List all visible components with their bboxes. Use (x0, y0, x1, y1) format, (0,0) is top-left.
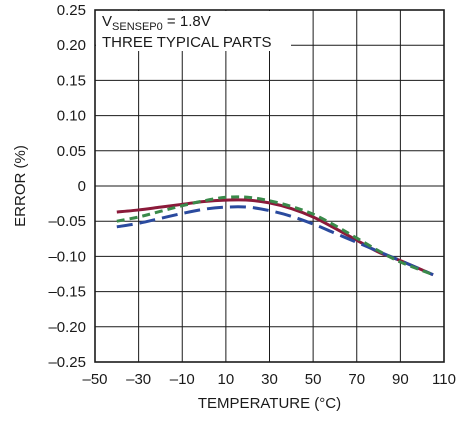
grid-lines (94, 9, 445, 363)
y-tick-label: –0.20 (48, 319, 86, 336)
annotation-background (96, 11, 291, 51)
x-tick-label: 90 (392, 371, 409, 388)
y-tick-label: –0.15 (48, 284, 86, 301)
x-axis-title: TEMPERATURE (°C) (198, 395, 341, 412)
annotation-v-main: V (102, 13, 112, 30)
y-tick-label: 0.10 (57, 108, 86, 125)
x-tick-label: 30 (261, 371, 278, 388)
y-axis-title: ERROR (%) (12, 145, 29, 227)
annotation-subscript: SENSEP0 (112, 21, 163, 33)
x-tick-label: –50 (82, 371, 107, 388)
y-tick-label: 0.25 (57, 2, 86, 19)
x-tick-labels: –50 –30 –10 10 30 50 70 90 110 (82, 371, 455, 388)
annotation-parts-label: THREE TYPICAL PARTS (102, 34, 272, 51)
y-tick-labels: 0.25 0.20 0.15 0.10 0.05 0 –0.05 –0.10 –0.15 –0.2… (48, 2, 86, 371)
y-tick-label: –0.25 (48, 354, 86, 371)
series-line-2 (116, 205, 434, 277)
x-tick-label: 110 (432, 371, 456, 388)
x-tick-label: –30 (126, 371, 151, 388)
x-tick-label: 10 (218, 371, 235, 388)
annotation-vsense-label: VSENSEP0 = 1.8V (102, 13, 211, 33)
y-tick-label: –0.10 (48, 248, 86, 265)
y-tick-label: 0.20 (57, 37, 86, 54)
x-tick-label: 70 (348, 371, 365, 388)
y-tick-label: 0.05 (57, 143, 86, 160)
x-tick-label: 50 (305, 371, 322, 388)
y-tick-label: 0.15 (57, 72, 86, 89)
series-lines (116, 195, 434, 277)
series-line-1 (116, 198, 434, 277)
series-line-3 (116, 195, 434, 277)
y-tick-label: 0 (78, 178, 86, 195)
annotation-value: = 1.8V (163, 13, 211, 30)
y-tick-label: –0.05 (48, 213, 86, 230)
plot-frame (94, 9, 445, 363)
x-tick-label: –10 (170, 371, 195, 388)
